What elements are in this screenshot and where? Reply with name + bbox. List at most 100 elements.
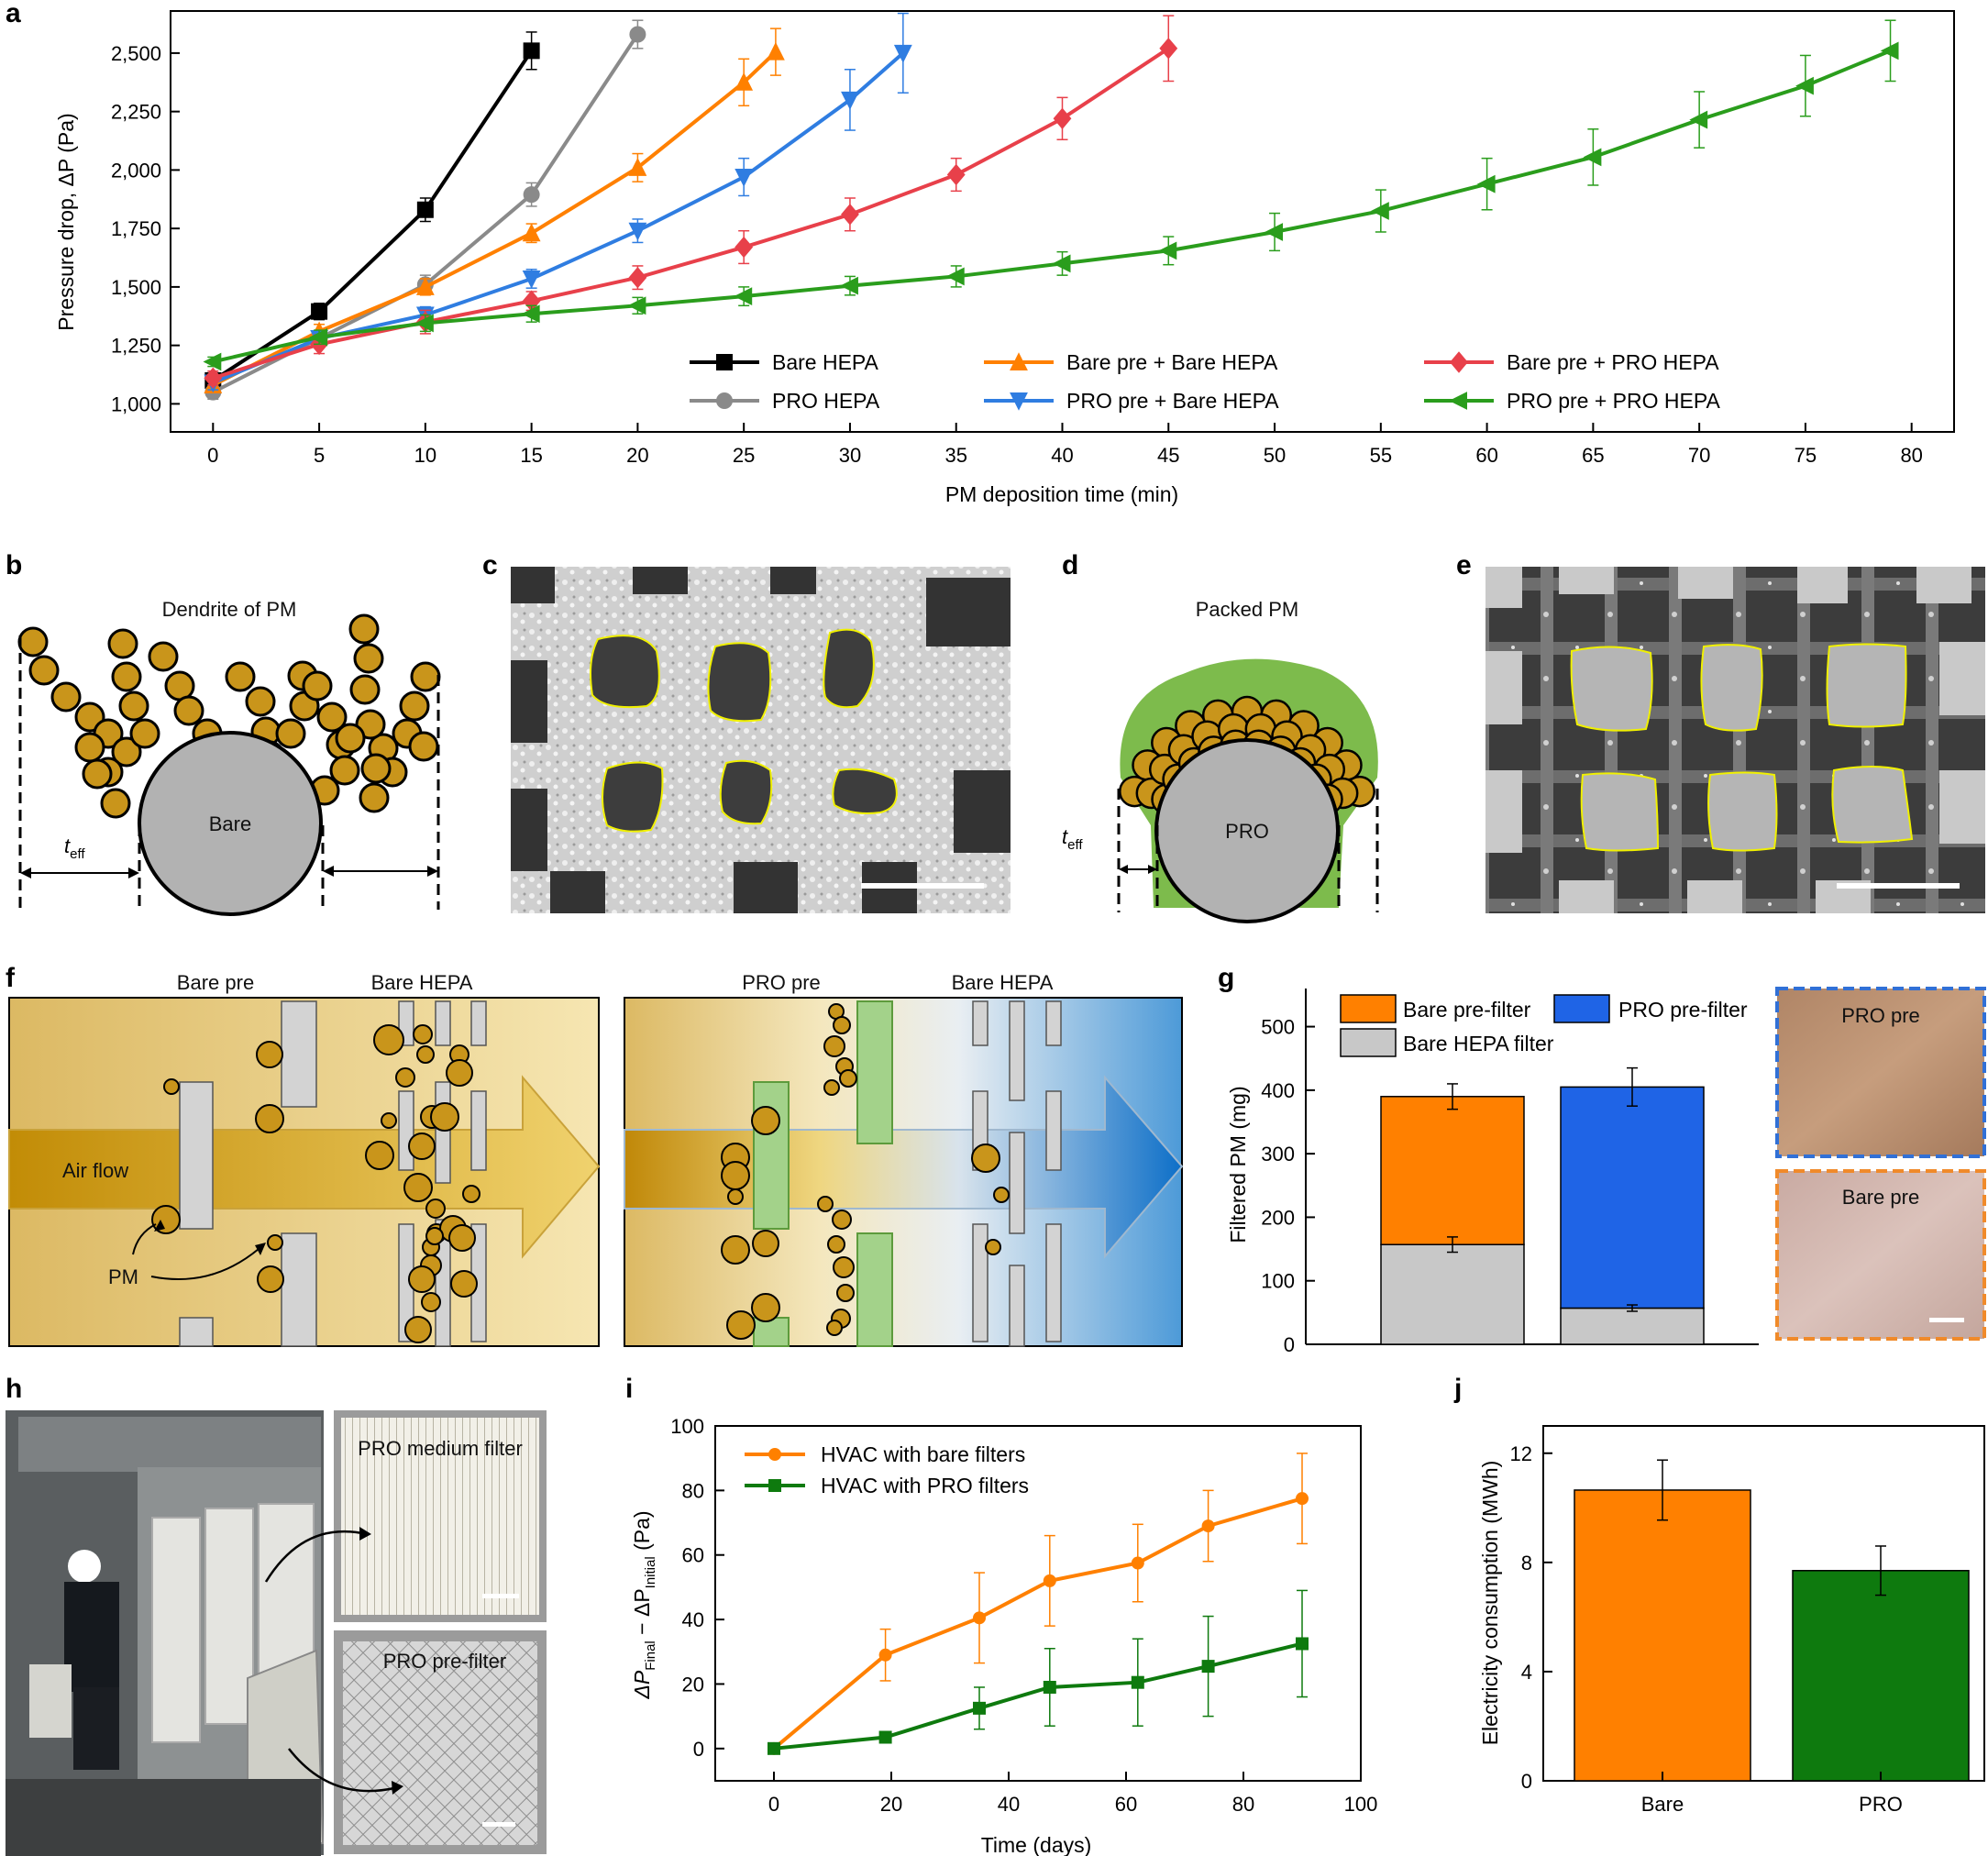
panel-f-left-diagram: Bare pre Bare HEPA Air flow PM (8, 971, 601, 1347)
legend-marker (768, 1448, 781, 1461)
series-pro-pre-pro-hepa (203, 19, 1899, 371)
series-line (212, 50, 778, 387)
panel-b-title: Dendrite of PM (162, 598, 297, 621)
y-tick-label: 100 (1261, 1270, 1295, 1293)
panel-label-d: d (1062, 550, 1078, 580)
y-tick-label: 400 (1261, 1079, 1295, 1102)
data-point (1265, 223, 1284, 241)
pm-particles (721, 1003, 1010, 1340)
panel-label-f: f (6, 963, 16, 993)
pm-particle (404, 1316, 432, 1343)
x-tick-label: 0 (207, 444, 218, 467)
pm-particle (826, 1320, 843, 1336)
y-tick-label: 2,500 (111, 42, 161, 65)
data-point (628, 267, 647, 289)
x-tick-label: 5 (314, 444, 325, 467)
data-point (893, 44, 912, 63)
data-point (1296, 1492, 1309, 1506)
pm-particle (360, 753, 392, 784)
data-point (734, 72, 754, 91)
pm-particle (413, 1024, 433, 1044)
data-point (523, 186, 540, 204)
photo-pro-medium-filter-label: PRO medium filter (358, 1437, 523, 1460)
bar-segment-prefilter (1380, 1096, 1525, 1245)
pm-particle (399, 690, 430, 722)
data-point (973, 1701, 986, 1715)
series-line (212, 50, 534, 382)
data-point (1371, 202, 1389, 220)
data-point (1043, 1680, 1056, 1694)
pm-particle (353, 643, 384, 674)
pm-particle (446, 1059, 473, 1087)
x-tick-label: 75 (1795, 444, 1817, 467)
data-point (1296, 1637, 1309, 1651)
pm-particle (833, 1016, 851, 1034)
pm-particle (129, 718, 160, 749)
pro-fiber-label: PRO (1225, 820, 1269, 843)
legend-marker (1010, 392, 1028, 411)
photo-pro-pre-label: PRO pre (1841, 1004, 1920, 1027)
legend-label-bare-pre: Bare pre-filter (1403, 998, 1531, 1022)
scale-bar (1929, 1318, 1964, 1322)
pm-particle (752, 1230, 779, 1257)
pm-particle (408, 731, 439, 762)
legend-label: Bare HEPA (772, 350, 879, 374)
x-tick-label: 50 (1264, 444, 1286, 467)
panel-d-diagram: Packed PM PRO teff (1062, 598, 1379, 923)
pm-particle (450, 1270, 478, 1298)
scale-bar (482, 1822, 515, 1827)
data-point (1880, 41, 1899, 61)
teff-label: teff (64, 834, 85, 862)
chart-a-ylabel: Pressure drop, ΔP (Pa) (54, 113, 78, 330)
legend-label: PRO pre + PRO HEPA (1507, 389, 1721, 413)
airflow-arrow (8, 1075, 601, 1259)
pm-particle (410, 661, 441, 692)
scale-bar (1837, 883, 1960, 889)
bar-segment-hepa (1560, 1307, 1705, 1345)
panel-h-photos: PRO medium filter PRO pre-filter (6, 1410, 547, 1856)
data-point (311, 303, 328, 320)
bar-bare (1574, 1489, 1751, 1782)
x-tick-label: 55 (1370, 444, 1392, 467)
pm-particle (163, 1078, 180, 1095)
y-tick-label: 1,500 (111, 276, 161, 299)
pm-particle (148, 641, 179, 672)
teff-arrow-right (323, 866, 438, 877)
panel-label-g: g (1218, 963, 1234, 993)
chart-i-legend: HVAC with bare filters HVAC with PRO filt… (745, 1442, 1029, 1497)
data-point (1795, 76, 1814, 95)
pm-particle (817, 1196, 834, 1212)
data-point (1159, 38, 1178, 60)
data-point (204, 367, 223, 390)
x-tick-label: 60 (1115, 1793, 1137, 1816)
photo-pro-pre-filter-label: PRO pre-filter (383, 1650, 506, 1673)
y-tick-label: 2,000 (111, 159, 161, 182)
pm-particle (726, 1310, 756, 1340)
pm-particle (275, 718, 306, 749)
x-tick-label: 40 (1051, 444, 1073, 467)
data-point (1201, 1660, 1215, 1674)
y-tick-label: 1,750 (111, 217, 161, 240)
data-point (522, 223, 541, 242)
series-hvac-with-pro-filters (768, 1589, 1309, 1755)
data-point (768, 1741, 780, 1755)
pm-particle (373, 1024, 404, 1055)
panel-label-h: h (6, 1374, 22, 1404)
data-point (523, 42, 540, 60)
pm-particle (329, 755, 360, 786)
x-tick-label: 80 (1900, 444, 1922, 467)
data-point (1201, 1519, 1215, 1533)
legend-swatch-bare-hepa (1340, 1028, 1397, 1057)
legend-label: PRO pre + Bare HEPA (1066, 389, 1279, 413)
chart-i-ylabel: ΔPFinal − ΔPInitial (Pa) (630, 1510, 658, 1699)
teff-label: teff (1062, 825, 1083, 853)
x-tick-label: 65 (1582, 444, 1604, 467)
data-point (1131, 1675, 1144, 1689)
bar-segment-prefilter (1560, 1086, 1705, 1309)
y-tick-label: 0 (693, 1738, 704, 1761)
x-tick-label: 80 (1232, 1793, 1254, 1816)
data-point (840, 276, 858, 295)
pm-particle (335, 723, 366, 754)
data-point (734, 287, 753, 305)
pm-particle (462, 1185, 480, 1203)
